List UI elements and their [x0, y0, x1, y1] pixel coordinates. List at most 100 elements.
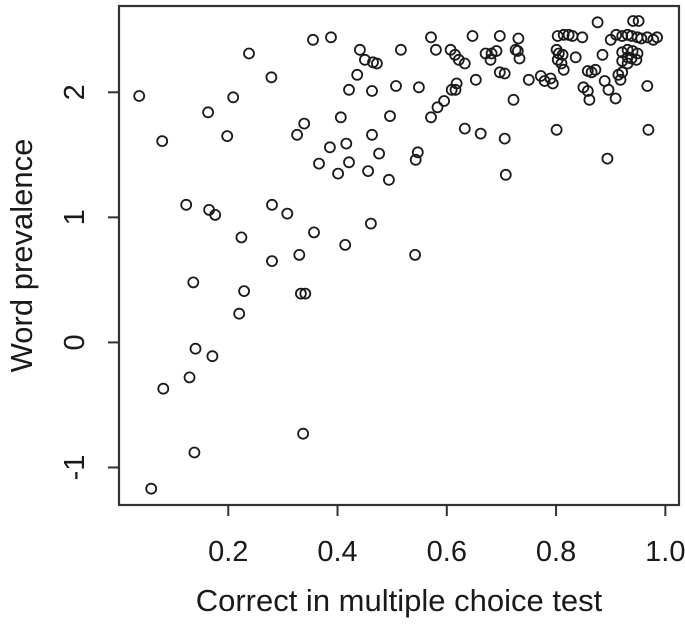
x-tick-label: 0.6 — [427, 536, 467, 568]
data-point — [499, 168, 512, 181]
data-point — [297, 427, 310, 440]
data-point — [332, 167, 345, 180]
data-point — [265, 71, 278, 84]
data-point — [243, 47, 255, 60]
data-point — [490, 45, 503, 57]
data-point — [411, 146, 424, 159]
data-point — [438, 95, 451, 107]
data-point — [221, 130, 234, 143]
data-point — [394, 43, 407, 56]
data-point — [522, 73, 535, 86]
data-point — [458, 122, 471, 135]
data-point — [409, 153, 422, 166]
data-point — [429, 43, 442, 56]
data-point — [557, 28, 570, 41]
data-point — [484, 53, 497, 66]
data-point — [209, 208, 222, 221]
data-point — [187, 276, 200, 289]
y-tick-label: 1 — [59, 209, 91, 225]
data-point — [384, 110, 396, 122]
data-point — [596, 48, 609, 61]
data-point — [610, 28, 623, 41]
data-point — [425, 111, 437, 124]
data-point — [325, 31, 337, 44]
data-point — [266, 198, 278, 211]
data-point — [202, 106, 215, 119]
y-tick-label: -1 — [59, 455, 91, 481]
data-point — [445, 83, 458, 96]
data-point — [507, 93, 520, 106]
data-point — [293, 248, 306, 261]
data-point — [591, 16, 604, 29]
data-point — [362, 165, 375, 178]
data-point — [616, 55, 629, 67]
data-point — [555, 57, 568, 70]
data-point — [431, 101, 444, 114]
data-point — [550, 123, 563, 136]
data-point — [343, 156, 355, 169]
data-point — [449, 83, 462, 96]
data-point — [601, 152, 614, 165]
data-point — [390, 80, 402, 92]
data-point — [452, 53, 465, 66]
data-point — [551, 30, 564, 42]
data-point — [466, 30, 479, 42]
y-axis-title: Word prevalence — [4, 139, 39, 373]
data-point — [340, 137, 353, 150]
data-point — [235, 231, 248, 244]
data-point — [366, 85, 378, 97]
data-point — [358, 53, 371, 66]
data-point — [133, 90, 146, 102]
data-point — [498, 67, 511, 80]
data-point — [641, 31, 654, 44]
data-point — [409, 248, 422, 261]
data-point — [294, 287, 307, 300]
data-point — [569, 51, 582, 64]
data-point — [281, 207, 294, 220]
data-point — [635, 32, 648, 45]
x-tick-label: 0.8 — [536, 536, 576, 568]
data-point — [145, 482, 158, 495]
data-point — [642, 123, 655, 136]
data-point — [266, 255, 278, 268]
plot-border — [117, 4, 681, 507]
data-point — [233, 307, 246, 320]
data-point — [630, 53, 643, 66]
data-point — [602, 83, 615, 96]
data-point — [538, 75, 551, 87]
data-point — [299, 287, 312, 300]
data-point — [641, 80, 654, 92]
data-point — [551, 53, 564, 66]
data-point — [307, 33, 319, 46]
data-point — [298, 117, 311, 130]
data-point — [581, 85, 594, 97]
data-point — [339, 238, 352, 251]
data-point — [351, 68, 364, 81]
data-point — [189, 342, 202, 355]
data-point — [589, 63, 602, 76]
data-point — [323, 141, 336, 154]
data-point — [370, 57, 383, 70]
data-point — [183, 371, 196, 384]
data-point — [238, 285, 251, 298]
data-point — [412, 81, 425, 94]
data-point — [616, 66, 629, 79]
x-tick-label: 1.0 — [645, 536, 685, 568]
data-point — [546, 77, 559, 90]
data-point — [614, 73, 627, 86]
data-point — [513, 52, 526, 65]
data-point — [469, 73, 482, 86]
data-point — [313, 157, 325, 170]
data-point — [382, 173, 395, 186]
data-point — [180, 198, 193, 211]
data-point — [627, 15, 639, 27]
x-tick-label: 0.4 — [317, 536, 357, 568]
data-point — [583, 93, 596, 106]
data-point — [512, 32, 525, 45]
x-axis-title: Correct in multiple choice test — [196, 583, 603, 618]
data-points — [133, 15, 663, 495]
data-point — [156, 135, 169, 148]
data-point — [632, 15, 645, 27]
